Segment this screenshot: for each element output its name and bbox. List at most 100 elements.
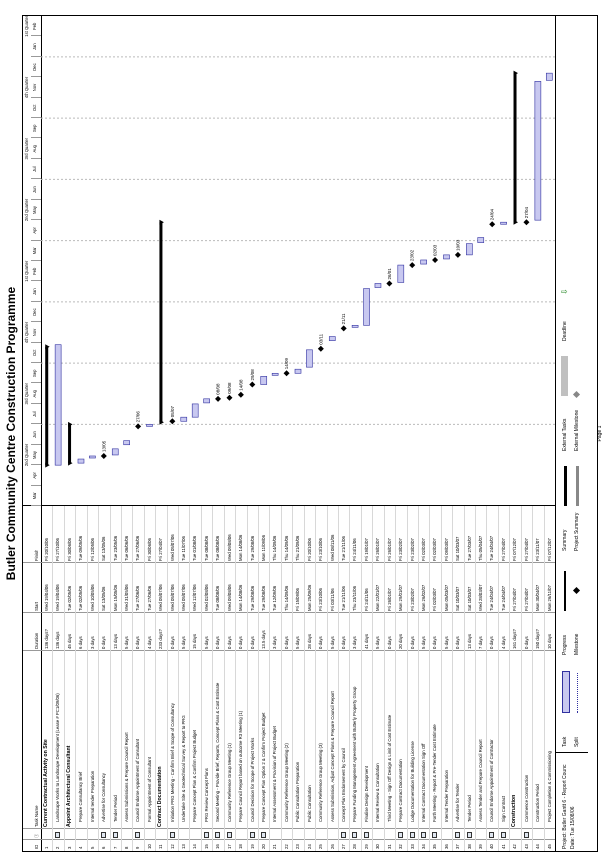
task-finish: Fri 27/04/07: [500, 538, 506, 561]
month-label: Jan: [32, 288, 37, 296]
task-start: Tue 29/08/06: [261, 585, 267, 611]
quarter-label: 2nd Quarter: [24, 443, 29, 467]
note-indicator-icon: [112, 832, 118, 838]
summary-cap: [45, 462, 50, 468]
task-start: Fri 15/09/06: [295, 588, 301, 611]
month-divider: [31, 280, 41, 282]
task-duration: 233 days?: [158, 629, 164, 649]
milestone-date-label: 26/01: [387, 268, 392, 280]
note-indicator-icon: [432, 832, 438, 838]
month-label: Dec: [32, 308, 37, 316]
task-id: 3: [66, 846, 72, 849]
milestone-date-label: 27/06: [136, 411, 141, 423]
note-indicator-icon: [363, 832, 369, 838]
task-name: Lodge Documentation for Building License: [409, 741, 415, 822]
task-finish: Fri 30/06/06: [66, 538, 72, 561]
task-id: 18: [238, 844, 244, 849]
task-duration: 10 days: [546, 633, 552, 649]
task-name: Internal Contract Documentation Sign Off: [420, 743, 426, 823]
task-bar: [260, 376, 268, 385]
milestone-date-label: 14/09: [284, 358, 289, 370]
milestone-diamond: [215, 395, 222, 402]
quarter-label: 3rd Quarter: [24, 138, 29, 160]
task-finish: Fri 23/10/06: [318, 538, 324, 561]
month-divider: [31, 198, 41, 200]
month-label: Jun: [32, 186, 37, 193]
milestone-date-label: 21/11: [341, 313, 346, 324]
task-finish: Fri 26/01/07: [386, 538, 392, 561]
milestone-date-label: 05/07: [170, 406, 175, 418]
task-name: Prepare Concept Plan Option 2 & Confirm …: [261, 712, 267, 822]
quarter-label: 2nd Quarter: [24, 198, 29, 222]
task-name: Construction: [511, 794, 518, 827]
task-name: Internal Review & Consultation: [375, 763, 381, 822]
task-name: Prepare Council Report based on outcome …: [238, 710, 244, 822]
task-start: Tue 29/08/06: [249, 585, 255, 611]
task-finish: Fri 07/12/07: [546, 538, 552, 561]
task-name: PRG Review Concept Plans: [203, 768, 209, 822]
month-label: Aug: [32, 390, 37, 398]
month-label: Sep: [32, 124, 37, 133]
summary-cap: [68, 421, 73, 427]
task-duration: 13 days: [466, 633, 472, 649]
task-name: Advertise for Consultancy: [101, 773, 107, 822]
task-start: Fri 03/11/06: [329, 588, 335, 611]
milestone-diamond: [249, 381, 256, 388]
task-duration: 45 days: [66, 633, 72, 649]
month-divider: [31, 117, 41, 119]
task-bar: [123, 440, 130, 446]
task-start: Tue 08/08/06: [215, 585, 221, 611]
legend-project-summary-swatch: [576, 466, 579, 506]
legend: Project: Butler Gantt 6 - Report Counc D…: [555, 16, 588, 851]
task-start: Mon 14/08/06: [238, 584, 244, 611]
task-name: Council Endorse Appointment of Contracto…: [489, 739, 495, 822]
month-divider: [31, 423, 41, 425]
milestone-diamond: [454, 251, 461, 258]
legend-project: Project: Butler Gantt 6 - Report Counc: [562, 764, 568, 849]
task-start: Fri 23/02/07: [409, 588, 415, 611]
task-finish: Fri 23/11/07: [535, 538, 541, 561]
note-indicator-icon: [409, 832, 415, 838]
task-name: Concept Plan Endorsement by Council: [340, 748, 346, 822]
note-indicator-icon: [226, 832, 232, 838]
milestone-diamond: [283, 370, 290, 377]
col-id-header: ID: [34, 844, 39, 849]
task-bar: [534, 81, 542, 221]
task-name: Third Meeting - Sign Off Design & Limit …: [386, 714, 392, 822]
task-duration: 5 days: [203, 636, 209, 649]
task-name: Construction Period: [535, 784, 541, 822]
task-finish: Tue 24/04/07: [489, 535, 495, 561]
task-duration: 0 days: [101, 636, 107, 649]
task-name: Undertake Site & Geotechnical Survey & R…: [181, 715, 187, 822]
summary-bar: [159, 222, 163, 423]
legend-split-swatch: [577, 673, 578, 713]
legend-summary-swatch: [564, 466, 567, 506]
task-duration: 41 days: [363, 633, 369, 649]
legend-task-swatch: [562, 671, 570, 713]
summary-cap: [159, 219, 164, 225]
task-finish: Fri 12/05/06: [89, 538, 95, 561]
month-divider: [31, 76, 41, 78]
month-divider: [31, 321, 41, 323]
month-label: Oct: [32, 349, 37, 357]
task-duration: 0 days: [135, 636, 141, 649]
month-label: May: [32, 206, 37, 214]
milestone-date-label: 03/11: [318, 333, 323, 344]
task-name: Appoint Architectural Consultant: [65, 745, 72, 827]
task-duration: 0 days: [386, 636, 392, 649]
legend-project-summary-label: Project Summary: [574, 512, 580, 551]
task-bar: [545, 72, 553, 81]
task-duration: 5 days: [443, 636, 449, 649]
task-start: Wed 05/07/06: [181, 584, 187, 611]
task-finish: Fri 07/12/07: [512, 538, 518, 561]
task-start: Fri 23/10/06: [318, 588, 324, 611]
task-duration: 3 days: [89, 636, 95, 649]
task-id: 5: [89, 846, 95, 849]
milestone-diamond: [432, 256, 439, 263]
milestone-date-label: 29/08: [250, 369, 255, 381]
summary-cap: [45, 344, 50, 350]
task-duration: 0 days: [283, 636, 289, 649]
month-divider: [31, 55, 41, 57]
month-divider: [31, 239, 41, 241]
col-start-header: Start: [34, 601, 39, 611]
